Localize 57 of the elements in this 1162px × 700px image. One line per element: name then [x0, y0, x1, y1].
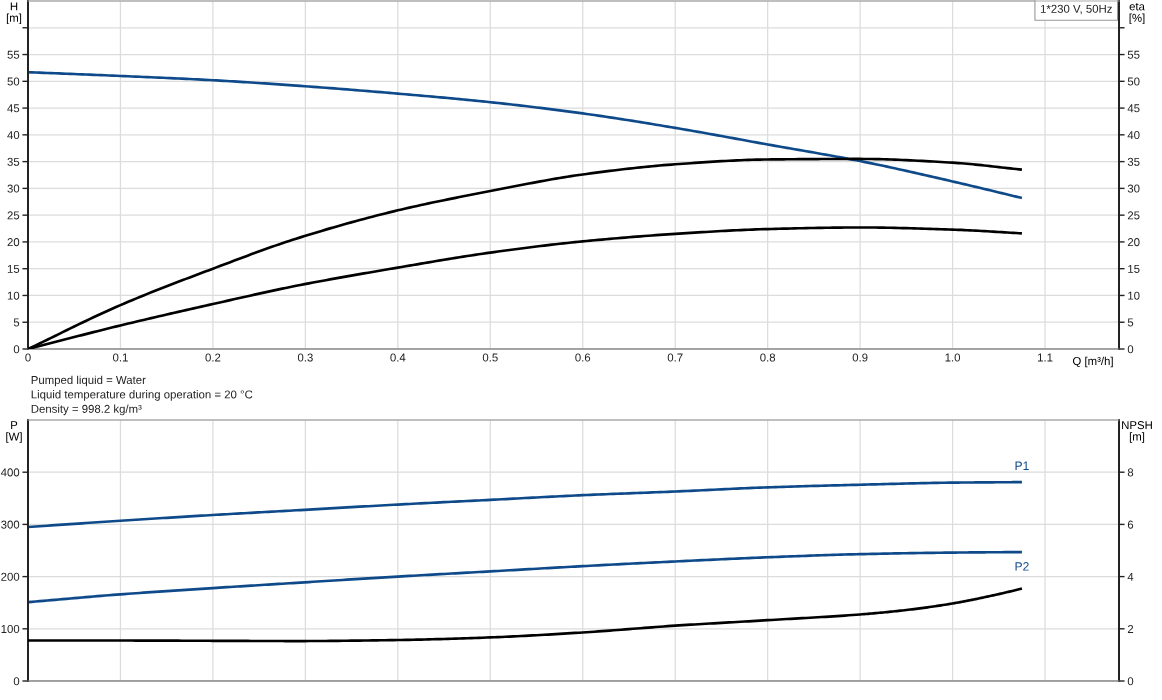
- y2-tick-label: 25: [1127, 211, 1140, 220]
- y2-tick-label: 35: [1127, 157, 1140, 166]
- x-tick-label: 0.6: [575, 353, 591, 362]
- y2-tick-label: 50: [1127, 77, 1140, 86]
- y2-axis-title: NPSH [m]: [1122, 421, 1152, 443]
- x-tick-label: 0.2: [205, 353, 221, 362]
- y2-tick-label: 4: [1127, 572, 1134, 581]
- x-tick-label: 1.0: [945, 353, 961, 362]
- y-axis-title: P [W]: [6, 421, 22, 443]
- x-tick-label: 1.1: [1037, 353, 1053, 362]
- series-label: P2: [1015, 562, 1029, 571]
- y-axis-title: H [m]: [6, 2, 22, 25]
- chart-title: 1*230 V, 50Hz: [1040, 4, 1112, 15]
- y-tick-label: 50: [7, 77, 20, 86]
- y-tick-label: 5: [13, 318, 20, 327]
- text: Liquid temperature during operation = 20 °C: [31, 390, 253, 401]
- x-axis-title: Q [m³/h]: [1072, 356, 1113, 368]
- y2-tick-label: 0: [1127, 677, 1134, 686]
- y-tick-label: 20: [7, 238, 20, 247]
- y-tick-label: 45: [7, 104, 20, 113]
- y2-tick-label: 6: [1127, 520, 1134, 529]
- series-label: P1: [1015, 461, 1029, 470]
- x-tick-label: 0.1: [112, 353, 128, 362]
- x-tick-label: 0.8: [760, 353, 776, 362]
- y2-tick-label: 15: [1128, 264, 1140, 273]
- y2-tick-label: 55: [1127, 50, 1140, 59]
- y2-axis-title: eta [%]: [1129, 2, 1145, 25]
- y2-tick-label: 5: [1127, 318, 1134, 327]
- y-tick-label: 30: [7, 184, 20, 193]
- y-tick-label: 400: [0, 468, 20, 477]
- y-tick-label: 200: [1, 572, 20, 581]
- y-tick-label: 10: [7, 291, 20, 300]
- y-tick-label: 300: [1, 520, 20, 529]
- y2-tick-label: 20: [1127, 238, 1140, 247]
- text: Density = 998.2 kg/m³: [31, 404, 142, 416]
- y2-tick-label: 0: [1127, 345, 1134, 354]
- x-tick-label: 0.4: [390, 353, 406, 362]
- x-tick-label: 0.3: [297, 353, 313, 362]
- y2-tick-label: 45: [1127, 104, 1140, 113]
- y2-tick-label: 40: [1127, 131, 1140, 140]
- y-tick-label: 35: [7, 157, 20, 166]
- y-tick-label: 55: [7, 50, 20, 59]
- y2-tick-label: 8: [1127, 468, 1134, 477]
- y-tick-label: 25: [7, 211, 20, 220]
- y2-tick-label: 30: [1127, 184, 1140, 193]
- y-tick-label: 100: [1, 624, 20, 634]
- y-tick-label: 15: [7, 264, 20, 273]
- text: Pumped liquid = Water: [31, 375, 146, 387]
- x-tick-label: 0: [25, 353, 31, 362]
- y2-tick-label: 10: [1128, 291, 1140, 300]
- x-tick-label: 0.7: [667, 353, 683, 362]
- y-tick-label: 0: [13, 345, 20, 354]
- x-tick-label: 0.9: [852, 353, 868, 362]
- y-tick-label: 40: [7, 131, 20, 140]
- y2-tick-label: 2: [1127, 624, 1134, 633]
- x-tick-label: 0.5: [482, 353, 498, 362]
- y-tick-label: 0: [13, 677, 20, 686]
